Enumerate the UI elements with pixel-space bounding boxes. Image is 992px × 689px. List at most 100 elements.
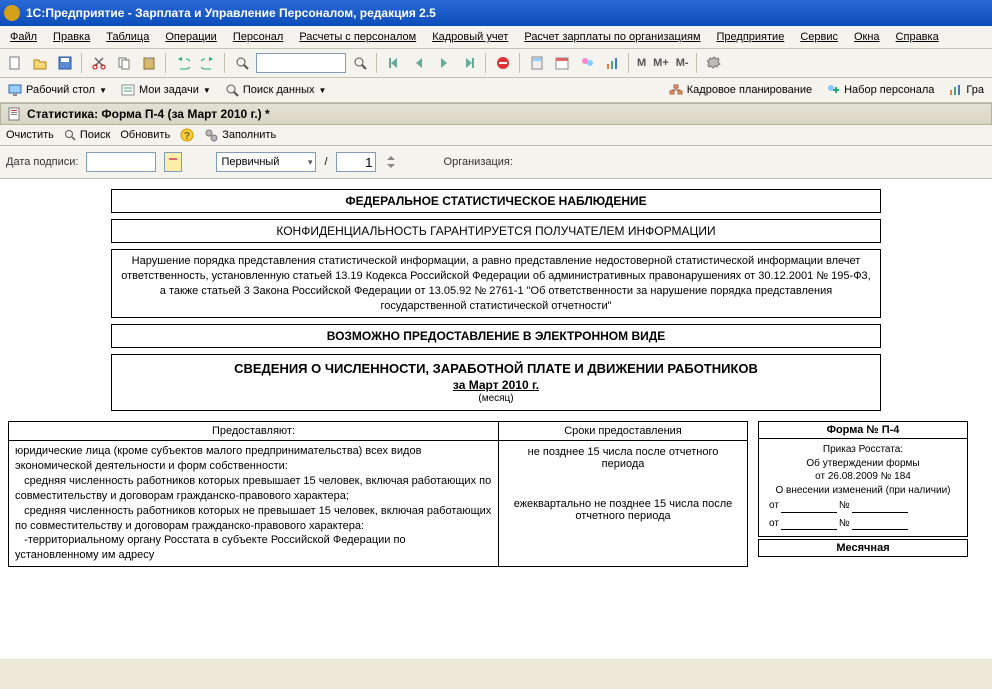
r1c1: юридические лица (кроме субъектов малого…	[9, 441, 499, 567]
search-label: Поиск	[80, 129, 110, 141]
search-icon	[225, 83, 239, 97]
org-label: Организация:	[444, 156, 513, 168]
help-icon: ?	[180, 128, 194, 142]
menu-windows[interactable]: Окна	[848, 29, 886, 45]
desktop-link[interactable]: Рабочий стол▼	[4, 82, 111, 98]
document-title: Статистика: Форма П-4 (за Март 2010 г.) …	[27, 107, 270, 121]
org-icon	[669, 84, 683, 96]
mem-m[interactable]: M	[635, 57, 648, 69]
find-icon[interactable]	[231, 52, 253, 74]
search-button[interactable]: Поиск	[64, 129, 110, 141]
no-1: №	[839, 500, 850, 511]
redo-icon[interactable]	[197, 52, 219, 74]
mytasks-link[interactable]: Мои задачи▼	[117, 82, 215, 98]
undo-icon[interactable]	[172, 52, 194, 74]
r1c2b: ежеквартально не позднее 15 числа после …	[505, 498, 741, 522]
kadrplan-label: Кадровое планирование	[687, 84, 812, 96]
no-2: №	[839, 518, 850, 529]
nav-next-icon[interactable]	[433, 52, 455, 74]
nav-first-icon[interactable]	[383, 52, 405, 74]
clear-label: Очистить	[6, 129, 54, 141]
document-titlebar: Статистика: Форма П-4 (за Март 2010 г.) …	[0, 103, 992, 125]
chart-icon[interactable]	[601, 52, 623, 74]
menu-service[interactable]: Сервис	[794, 29, 844, 45]
ot-2: от	[769, 518, 779, 529]
menu-calc[interactable]: Расчеты с персоналом	[293, 29, 422, 45]
stop-icon[interactable]	[492, 52, 514, 74]
mem-mplus[interactable]: M+	[651, 57, 671, 69]
kadrplan-link[interactable]: Кадровое планирование	[665, 82, 816, 98]
electronic-box: ВОЗМОЖНО ПРЕДОСТАВЛЕНИЕ В ЭЛЕКТРОННОМ ВИ…	[111, 324, 881, 348]
date-picker-icon[interactable]	[164, 152, 182, 172]
new-icon[interactable]	[4, 52, 26, 74]
nav-prev-icon[interactable]	[408, 52, 430, 74]
line-2: от №	[765, 515, 961, 533]
spinner-icon[interactable]	[384, 152, 398, 172]
copy-icon[interactable]	[113, 52, 135, 74]
search-go-icon[interactable]	[349, 52, 371, 74]
menu-table[interactable]: Таблица	[100, 29, 155, 45]
fill-label: Заполнить	[222, 129, 276, 141]
form-number-body: Приказ Росстата: Об утверждении формы от…	[758, 439, 968, 537]
nabor-link[interactable]: Набор персонала	[822, 82, 938, 98]
main-title-box: СВЕДЕНИЯ О ЧИСЛЕННОСТИ, ЗАРАБОТНОЙ ПЛАТЕ…	[111, 354, 881, 411]
cut-icon[interactable]	[88, 52, 110, 74]
window-titlebar: 1С:Предприятие - Зарплата и Управление П…	[0, 0, 992, 26]
calc-icon[interactable]	[526, 52, 548, 74]
header-box-2: КОНФИДЕНЦИАЛЬНОСТЬ ГАРАНТИРУЕТСЯ ПОЛУЧАТ…	[111, 219, 881, 243]
form-number-header: Форма № П-4	[758, 421, 968, 439]
bottom-section: Предоставляют: Сроки предоставления юрид…	[8, 421, 984, 567]
r-l4: О внесении изменений (при наличии)	[765, 484, 961, 498]
refresh-button[interactable]: Обновить	[120, 129, 170, 141]
magnify-icon	[64, 129, 76, 141]
menu-edit[interactable]: Правка	[47, 29, 96, 45]
app-icon	[4, 5, 20, 21]
svg-text:?: ?	[184, 131, 190, 142]
calendar-icon[interactable]	[551, 52, 573, 74]
document-toolbar: Очистить Поиск Обновить ? Заполнить	[0, 125, 992, 146]
secondary-toolbar: Рабочий стол▼ Мои задачи▼ Поиск данных▼ …	[0, 78, 992, 103]
window-title: 1С:Предприятие - Зарплата и Управление П…	[26, 6, 436, 20]
menu-operations[interactable]: Операции	[159, 29, 222, 45]
primary-dropdown[interactable]: Первичный	[216, 152, 316, 172]
r-l3: от 26.08.2009 № 184	[765, 470, 961, 484]
help-button[interactable]: ?	[180, 128, 194, 142]
provide-table: Предоставляют: Сроки предоставления юрид…	[8, 421, 748, 567]
open-icon[interactable]	[29, 52, 51, 74]
mem-mminus[interactable]: M-	[674, 57, 691, 69]
date-input[interactable]	[86, 152, 156, 172]
main-period-sub: (месяц)	[118, 393, 874, 404]
form-number-box: Форма № П-4 Приказ Росстата: Об утвержде…	[758, 421, 968, 567]
disclaimer-box: Нарушение порядка представления статисти…	[111, 249, 881, 318]
person-plus-icon	[826, 84, 840, 96]
settings-icon[interactable]	[703, 52, 725, 74]
menu-enterprise[interactable]: Предприятие	[711, 29, 791, 45]
fill-button[interactable]: Заполнить	[204, 128, 276, 142]
graph-icon	[948, 84, 962, 96]
clear-button[interactable]: Очистить	[6, 129, 54, 141]
main-toolbar: M M+ M-	[0, 49, 992, 78]
tasks-icon	[121, 84, 135, 96]
menu-personnel[interactable]: Персонал	[227, 29, 290, 45]
gra-link[interactable]: Гра	[944, 82, 988, 98]
menu-file[interactable]: Файл	[4, 29, 43, 45]
slash-label: /	[324, 156, 327, 168]
header-box-1: ФЕДЕРАЛЬНОЕ СТАТИСТИЧЕСКОЕ НАБЛЮДЕНИЕ	[111, 189, 881, 213]
menu-hr[interactable]: Кадровый учет	[426, 29, 514, 45]
page-input[interactable]	[336, 152, 376, 172]
refresh-label: Обновить	[120, 129, 170, 141]
search-input[interactable]	[256, 53, 346, 73]
line-1: от№	[765, 497, 961, 515]
paste-icon[interactable]	[138, 52, 160, 74]
mytasks-label: Мои задачи	[139, 84, 199, 96]
datasearch-link[interactable]: Поиск данных▼	[221, 81, 331, 99]
nav-last-icon[interactable]	[458, 52, 480, 74]
nabor-label: Набор персонала	[844, 84, 934, 96]
save-icon[interactable]	[54, 52, 76, 74]
menu-help[interactable]: Справка	[890, 29, 945, 45]
menu-salaryorg[interactable]: Расчет зарплаты по организациям	[518, 29, 706, 45]
col1-header: Предоставляют:	[9, 422, 499, 441]
param-row: Дата подписи: Первичный / Организация:	[0, 146, 992, 179]
users-icon[interactable]	[576, 52, 598, 74]
col2-header: Сроки предоставления	[499, 422, 748, 441]
